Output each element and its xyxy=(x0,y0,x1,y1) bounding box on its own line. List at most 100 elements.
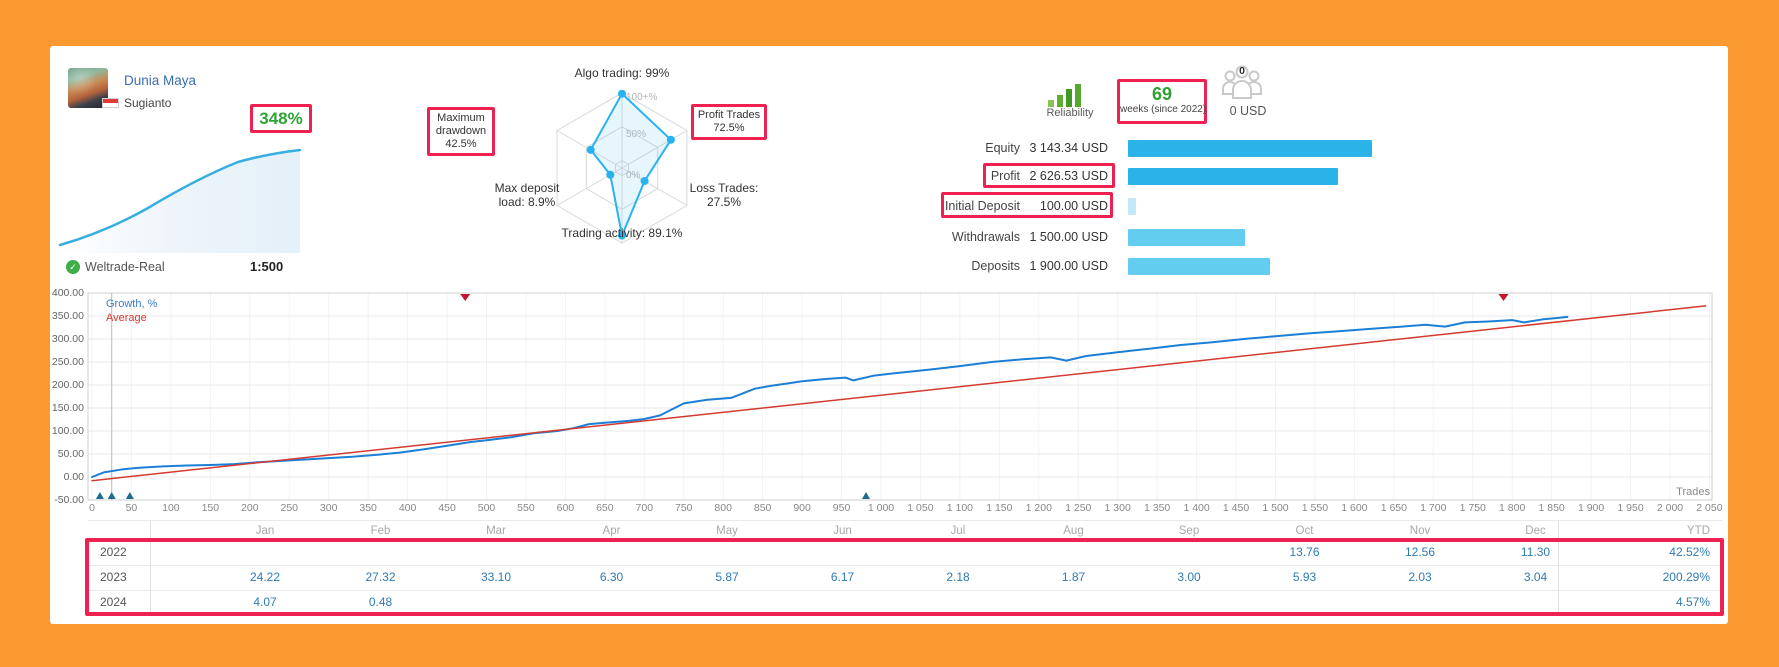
x-tick-label: 400 xyxy=(398,502,417,514)
stat-bar xyxy=(1128,197,1136,215)
x-tick-label: 350 xyxy=(359,502,377,514)
radar-data-point xyxy=(606,170,615,179)
y-tick-label: 400.00 xyxy=(51,287,84,299)
month-header: Oct xyxy=(1295,525,1314,537)
x-tick-label: 50 xyxy=(125,502,138,514)
table-row-divider xyxy=(88,590,1722,591)
month-header: Sep xyxy=(1178,525,1200,537)
avatar[interactable] xyxy=(68,68,108,108)
x-tick-label: 750 xyxy=(674,502,693,514)
x-tick-label: 1 550 xyxy=(1301,502,1329,514)
growth-chart[interactable] xyxy=(50,288,1728,504)
radar-data-point xyxy=(618,231,626,240)
table-row-divider xyxy=(88,540,1722,541)
mini-growth-line xyxy=(58,148,302,247)
stat-row: Initial Deposit 100.00 USD xyxy=(928,196,1136,216)
table-cell: 5.93 xyxy=(1292,570,1317,584)
x-axis-title: Trades xyxy=(1676,486,1710,498)
radar-chart-svg: 100+% 50% 0% xyxy=(556,89,688,244)
table-cell: 24.22 xyxy=(249,570,281,584)
month-header: Jul xyxy=(950,525,966,537)
growth-chart-section: Trades Growth, % Average 400.00 350.00 300.0… xyxy=(50,46,1728,624)
radar-ring xyxy=(585,126,659,210)
month-header: Apr xyxy=(602,525,621,537)
x-tick-label: 0 xyxy=(89,502,95,514)
x-tick-label: 1 300 xyxy=(1104,502,1131,514)
author-name[interactable]: Sugianto xyxy=(124,96,172,110)
broker-name[interactable]: Weltrade-Real xyxy=(85,260,165,274)
table-col-divider xyxy=(1558,520,1559,616)
stat-bar xyxy=(1128,257,1270,275)
table-cell: 2.18 xyxy=(946,570,970,584)
year-label: 2024 xyxy=(100,595,127,609)
stat-value: 1 900.00 USD xyxy=(1029,259,1108,273)
legend-item: Average xyxy=(106,312,147,324)
stat-bar xyxy=(1128,139,1372,157)
mini-growth-area xyxy=(60,150,300,253)
table-cell: 5.87 xyxy=(715,570,739,584)
table-cell: 12.56 xyxy=(1404,545,1436,559)
x-tick-label: 1 600 xyxy=(1341,502,1368,514)
withdrawal-marker-icon xyxy=(460,294,471,301)
stat-row: Profit 2 626.53 USD xyxy=(928,166,1338,186)
year-label: 2023 xyxy=(100,570,127,584)
stat-value: 2 626.53 USD xyxy=(1029,169,1108,183)
signal-name-link[interactable]: Dunia Maya xyxy=(124,73,197,88)
x-tick-label: 850 xyxy=(753,502,772,514)
x-tick-label: 1 400 xyxy=(1183,502,1210,514)
stat-value: 3 143.34 USD xyxy=(1029,141,1108,155)
plot-border xyxy=(87,292,1713,501)
x-tick-label: 1 650 xyxy=(1380,502,1407,514)
radar-axis-label: Maximum drawdown 42.5% xyxy=(427,107,495,156)
deposit-marker-icon xyxy=(125,492,134,499)
radar-ring-label: 50% xyxy=(626,129,646,140)
stat-bar xyxy=(1128,228,1245,246)
month-header: Dec xyxy=(1525,525,1546,537)
table-cell: 6.30 xyxy=(599,570,624,584)
people-group-icon xyxy=(1222,65,1262,99)
month-header: Feb xyxy=(370,525,391,537)
stat-row: Equity 3 143.34 USD xyxy=(928,138,1372,158)
deposit-marker-icon xyxy=(95,492,104,499)
x-tick-label: 1 050 xyxy=(907,502,934,514)
year-label: 2022 xyxy=(100,545,127,559)
month-header: May xyxy=(716,525,738,537)
radar-data-point xyxy=(666,135,675,144)
table-cell: 2.03 xyxy=(1408,570,1432,584)
x-tick-label: 800 xyxy=(714,502,732,514)
x-tick-label: 150 xyxy=(201,502,220,514)
stat-label: Equity xyxy=(985,141,1020,155)
ytd-cell: 200.29% xyxy=(1662,570,1710,584)
legend-item: Growth, % xyxy=(106,298,158,310)
radar-data-point xyxy=(618,89,626,98)
radar-spoke xyxy=(621,167,688,206)
reliability-bars-icon xyxy=(1048,84,1081,107)
x-tick-label: 700 xyxy=(635,502,654,514)
reliability-label: Reliability xyxy=(1046,107,1094,119)
stat-row: Withdrawals 1 500.00 USD xyxy=(928,227,1245,247)
table-cell: 3.00 xyxy=(1177,570,1201,584)
subscribers-count: 0 xyxy=(1239,65,1245,77)
radar-axis-label: Profit Trades 72.5% xyxy=(691,104,767,140)
x-tick-label: 1 700 xyxy=(1420,502,1447,514)
table-cell: 27.32 xyxy=(365,570,396,584)
table-row-divider xyxy=(88,615,1722,616)
radar-ring xyxy=(615,159,629,177)
verified-check-icon: ✓ xyxy=(66,260,80,274)
month-header: Mar xyxy=(486,525,506,537)
month-header: Aug xyxy=(1063,525,1084,537)
stat-label: Profit xyxy=(990,169,1020,183)
x-tick-label: 1 850 xyxy=(1538,502,1565,514)
y-tick-label: 350.00 xyxy=(51,310,84,322)
average-line xyxy=(91,305,1707,482)
x-tick-label: 300 xyxy=(319,502,338,514)
radar-axis-label: Algo trading: 99% xyxy=(574,66,670,80)
deposit-marker-icon xyxy=(107,492,116,499)
x-tick-label: 1 200 xyxy=(1025,502,1052,514)
stat-label: Deposits xyxy=(971,259,1020,273)
radar-spoke xyxy=(621,130,688,169)
x-tick-label: 900 xyxy=(793,502,811,514)
mini-growth-chart xyxy=(58,148,302,253)
x-tick-label: 1 500 xyxy=(1262,502,1289,514)
radar-ring-label: 0% xyxy=(626,170,641,181)
